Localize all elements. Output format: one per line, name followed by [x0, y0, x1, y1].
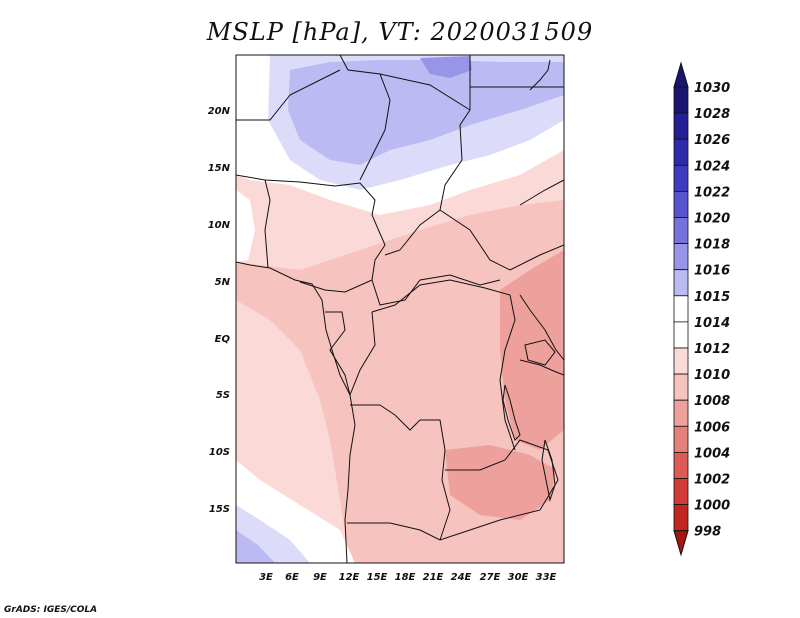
colorbar-swatch: [673, 86, 689, 114]
colorbar-label: 1004: [694, 446, 730, 461]
colorbar-label: 1014: [694, 316, 730, 331]
border-tanzania: [519, 359, 564, 376]
colorbar-swatch: [673, 138, 689, 166]
border-zambia: [445, 439, 559, 511]
border-libya-egypt: [459, 55, 471, 161]
border-gabon-congo: [325, 311, 351, 396]
lon-tick: 3E: [259, 572, 273, 583]
west-coast-white: [236, 190, 255, 262]
lake-malawi: [541, 439, 556, 502]
border-nigeria-north: [236, 174, 361, 187]
lat-tick: 10S: [209, 447, 230, 458]
border-drc-east: [499, 294, 516, 451]
colorbar-label: 1000: [694, 499, 730, 514]
sahara-blue-1016: [288, 60, 564, 165]
border-angola-north: [350, 404, 446, 451]
lon-tick: 6E: [285, 572, 299, 583]
lon-tick: 18E: [395, 572, 416, 583]
lat-tick: EQ: [215, 334, 231, 345]
lon-tick: 21E: [423, 572, 444, 583]
colorbar-swatch: [673, 321, 689, 349]
colorbar-label: 1022: [694, 185, 730, 200]
border-angola-zambia: [439, 449, 451, 541]
lake-victoria: [524, 339, 556, 366]
colorbar-bottom-arrow: [673, 530, 689, 557]
lon-tick: 9E: [313, 572, 327, 583]
colorbar-label: 1020: [694, 212, 730, 227]
colorbar-label: 1002: [694, 473, 730, 488]
south-central-1008: [445, 445, 556, 520]
lat-tick: 10N: [208, 220, 231, 231]
colorbar-label: 1012: [694, 342, 730, 357]
border-cameroon-south: [299, 279, 373, 293]
colorbar-swatch: [673, 217, 689, 245]
lat-tick: 15N: [208, 163, 231, 174]
lon-tick: 24E: [451, 572, 472, 583]
borders: [236, 55, 564, 563]
colorbar-label: 1008: [694, 394, 730, 409]
grads-credit: GrADS: IGES/COLA: [4, 605, 98, 615]
lat-tick: 15S: [209, 504, 230, 515]
sw-blue-1016: [236, 530, 275, 563]
lon-tick: 30E: [508, 572, 529, 583]
colorbar-swatch: [673, 451, 689, 479]
border-nigeria-cameroon: [264, 179, 271, 269]
colorbar-swatch: [673, 425, 689, 453]
colorbar-swatch: [673, 478, 689, 506]
border-libya-chad: [379, 73, 471, 111]
coastline-red-sea: [529, 59, 551, 91]
border-car: [371, 274, 501, 306]
border-drc-north: [371, 279, 511, 313]
colorbar-swatch: [673, 243, 689, 271]
east-africa-1008: [500, 250, 564, 450]
colorbar-label: 998: [694, 525, 721, 540]
colorbar-swatch: [673, 347, 689, 375]
colorbar-label: 1024: [694, 159, 730, 174]
colorbar-swatch: [673, 190, 689, 218]
colorbar-label: 1016: [694, 264, 730, 279]
lat-tick: 20N: [208, 106, 231, 117]
colorbar-swatch: [673, 373, 689, 401]
colorbar-swatch: [673, 164, 689, 192]
lake-tanganyika: [502, 384, 521, 441]
colorbar-label: 1026: [694, 133, 730, 148]
lon-tick: 12E: [339, 572, 360, 583]
border-niger-chad: [339, 55, 391, 181]
lat-axis: 20N 15N 10N 5N EQ 5S 10S 15S: [208, 106, 231, 515]
colorbar-swatch: [673, 504, 689, 532]
lat-tick: 5S: [216, 390, 230, 401]
lon-tick: 27E: [480, 572, 501, 583]
colorbar-label: 1028: [694, 107, 730, 122]
lat-tick: 5N: [215, 277, 231, 288]
colorbar-label: 1006: [694, 420, 730, 435]
colorbar-swatch: [673, 269, 689, 297]
border-sudan-ssudan: [439, 209, 564, 271]
sahara-blue-1018: [420, 56, 472, 78]
map-title: MSLP [hPa], VT: 2020031509: [206, 18, 594, 46]
border-chad-sudan: [384, 159, 463, 256]
lon-tick: 33E: [536, 572, 557, 583]
pressure-field: [236, 55, 564, 563]
colorbar-label: 1015: [694, 290, 730, 305]
colorbar-label: 1018: [694, 238, 730, 253]
lon-axis: 3E 6E 9E 12E 15E 18E 21E 24E 27E 30E 33E: [259, 572, 556, 583]
border-angola-namibia: [347, 509, 541, 541]
border-uganda-kenya: [519, 294, 564, 361]
map-frame: [235, 54, 565, 564]
coastline-west: [236, 261, 356, 563]
border-ethiopia: [519, 179, 564, 206]
colorbar-swatch: [673, 399, 689, 427]
colorbar-label: 1010: [694, 368, 730, 383]
colorbar: 1030 1028 1026 1024 1022 1020 1018 1016 1015 1014…: [673, 61, 730, 557]
colorbar-swatch: [673, 112, 689, 140]
border-niger-nigeria: [236, 69, 341, 121]
colorbar-swatch: [673, 295, 689, 323]
colorbar-label: 1030: [694, 81, 730, 96]
lon-tick: 15E: [367, 572, 388, 583]
border-cameroon-chad: [359, 182, 386, 281]
border-congo-drc: [349, 311, 376, 396]
colorbar-top-arrow: [673, 61, 689, 88]
